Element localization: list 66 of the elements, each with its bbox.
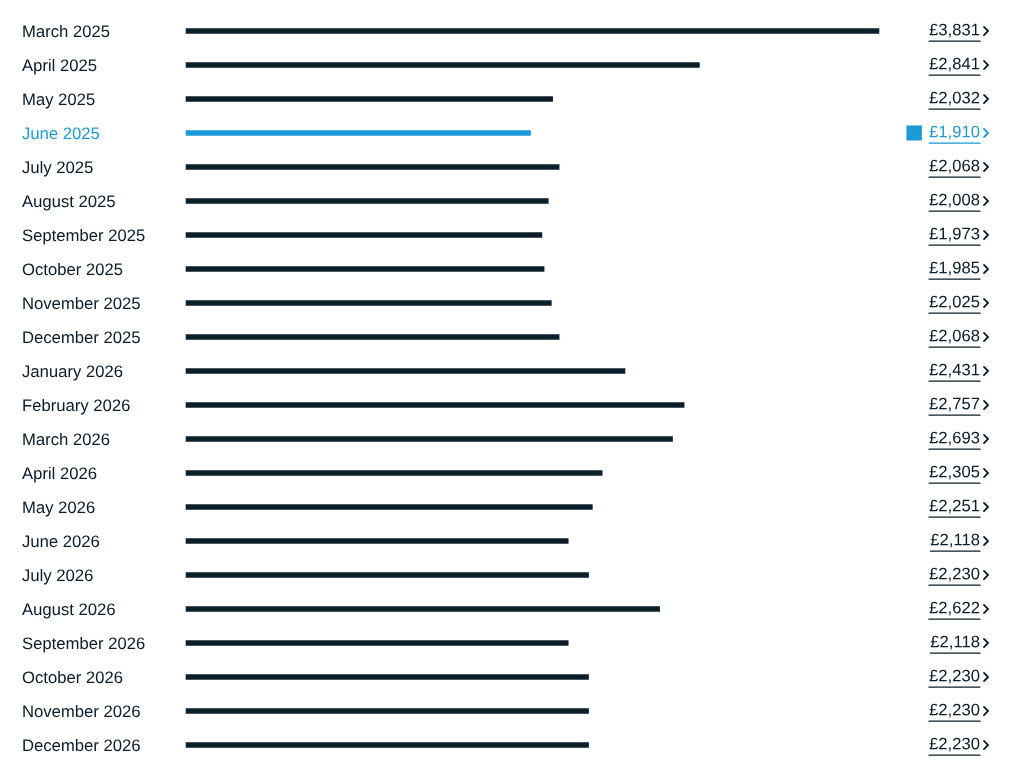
y-tick-label: January 2026 xyxy=(22,365,123,381)
data-label: £2,305 xyxy=(929,465,980,480)
y-tick-label: March 2025 xyxy=(23,24,110,38)
y-tick-label: September 2026 xyxy=(22,636,145,653)
y-tick-label: August 2025 xyxy=(22,195,115,211)
data-label: £2,693 xyxy=(929,431,980,446)
data-label: £2,118 xyxy=(930,635,980,650)
data-label: £2,841 xyxy=(929,57,980,72)
data-label: £2,230 xyxy=(929,669,980,684)
data-label: £2,757 xyxy=(929,397,980,412)
bar xyxy=(185,332,561,342)
bar xyxy=(185,570,591,580)
data-label: £2,068 xyxy=(929,159,980,174)
bar xyxy=(185,740,591,750)
data-label: £2,032 xyxy=(929,91,980,106)
y-tick-label: April 2025 xyxy=(22,58,97,75)
y-tick-label: June 2026 xyxy=(22,535,100,548)
data-label: £2,068 xyxy=(929,329,980,344)
y-tick-label: December 2026 xyxy=(23,738,140,752)
y-tick-label: July 2026 xyxy=(22,568,93,585)
data-label: £2,431 xyxy=(929,363,980,378)
bar xyxy=(185,298,554,308)
y-tick-label: November 2025 xyxy=(23,296,140,310)
data-label: £2,622 xyxy=(929,601,980,616)
data-label: £2,008 xyxy=(929,193,980,208)
y-tick-label: February 2026 xyxy=(23,398,130,415)
bar xyxy=(185,60,702,70)
bar xyxy=(185,26,880,36)
y-tick-label: December 2025 xyxy=(23,330,140,344)
y-tick-label: August 2026 xyxy=(22,603,115,619)
bar xyxy=(185,94,555,104)
bar xyxy=(185,536,570,546)
bar xyxy=(185,400,686,410)
y-tick-label: October 2025 xyxy=(22,262,123,276)
data-label: £3,831 xyxy=(929,23,980,38)
y-tick-label: October 2026 xyxy=(22,670,123,684)
y-tick-label: April 2026 xyxy=(22,466,97,483)
bar xyxy=(185,468,604,478)
y-tick-label: May 2026 xyxy=(23,501,95,517)
y-tick-label: June 2025 xyxy=(22,127,100,140)
y-tick-label: July 2025 xyxy=(22,160,93,177)
bar xyxy=(185,672,591,682)
bar xyxy=(185,230,544,240)
data-label: £1,973 xyxy=(929,227,980,242)
bar xyxy=(185,604,662,614)
data-label: £2,230 xyxy=(929,567,980,582)
bar xyxy=(185,162,561,172)
data-label: £1,985 xyxy=(929,261,980,276)
bar xyxy=(185,128,533,138)
data-label: £2,118 xyxy=(930,533,980,548)
bar xyxy=(185,366,627,376)
bar xyxy=(185,434,675,444)
bar xyxy=(185,706,591,716)
data-label: £2,251 xyxy=(929,499,980,514)
bar xyxy=(185,196,550,206)
y-tick-label: March 2026 xyxy=(23,432,110,446)
bar xyxy=(185,502,595,512)
data-label: £2,230 xyxy=(929,737,980,752)
y-tick-label: November 2026 xyxy=(23,704,140,718)
bar xyxy=(185,264,546,274)
y-tick-label: September 2025 xyxy=(22,228,145,245)
y-tick-label: May 2025 xyxy=(23,93,95,109)
data-label: £2,230 xyxy=(929,703,980,718)
bar xyxy=(185,638,570,648)
data-label: £1,910 xyxy=(929,125,980,140)
data-label: £2,025 xyxy=(929,295,980,310)
